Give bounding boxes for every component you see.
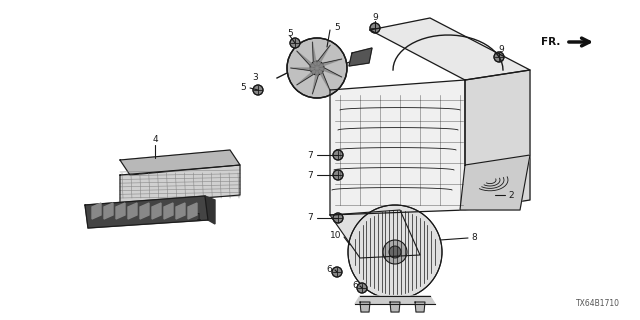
Polygon shape [297,51,317,68]
Text: 2: 2 [508,190,514,199]
Polygon shape [152,203,161,219]
Polygon shape [205,196,215,224]
Circle shape [332,267,342,277]
Polygon shape [330,210,420,258]
Polygon shape [291,68,317,71]
Polygon shape [370,18,530,80]
Text: 7: 7 [307,213,313,222]
Circle shape [370,23,380,33]
Polygon shape [92,203,101,219]
Circle shape [333,213,343,223]
Polygon shape [317,45,330,68]
Text: 9: 9 [372,13,378,22]
Polygon shape [120,165,240,205]
Text: 6: 6 [326,266,332,275]
Text: 1: 1 [196,213,202,222]
Polygon shape [188,203,197,219]
Polygon shape [116,203,125,219]
Circle shape [290,38,300,48]
Polygon shape [330,80,465,215]
Polygon shape [140,203,149,219]
Text: 3: 3 [252,74,258,83]
Polygon shape [85,196,208,228]
Polygon shape [317,68,330,91]
Circle shape [494,52,504,62]
Polygon shape [164,203,173,219]
Text: FR.: FR. [541,37,560,47]
Text: 7: 7 [307,171,313,180]
Text: 9: 9 [498,45,504,54]
Polygon shape [415,302,425,312]
Circle shape [357,283,367,293]
Text: 5: 5 [334,22,340,31]
Circle shape [389,246,401,258]
Circle shape [314,65,320,71]
Polygon shape [128,203,137,219]
Polygon shape [355,296,435,304]
Text: 4: 4 [152,135,158,145]
Polygon shape [317,68,342,77]
Circle shape [417,305,423,311]
Circle shape [333,150,343,160]
Polygon shape [460,155,530,210]
Polygon shape [317,59,342,68]
Text: 5: 5 [240,84,246,92]
Circle shape [287,38,347,98]
Polygon shape [465,70,530,210]
Polygon shape [390,302,400,312]
Circle shape [383,240,407,264]
Circle shape [348,205,442,299]
Text: 5: 5 [287,28,293,37]
Text: 8: 8 [471,234,477,243]
Text: 6: 6 [352,282,358,291]
Polygon shape [312,68,318,94]
Circle shape [362,305,368,311]
Polygon shape [360,302,370,312]
Polygon shape [176,203,185,219]
Polygon shape [312,42,317,68]
Text: 10: 10 [330,230,341,239]
Circle shape [392,305,398,311]
Polygon shape [104,203,113,219]
Text: 7: 7 [307,150,313,159]
Text: TX64B1710: TX64B1710 [576,299,620,308]
Polygon shape [297,68,317,85]
Polygon shape [120,150,240,175]
Circle shape [310,61,324,75]
Circle shape [333,170,343,180]
Polygon shape [349,48,372,66]
Circle shape [253,85,263,95]
